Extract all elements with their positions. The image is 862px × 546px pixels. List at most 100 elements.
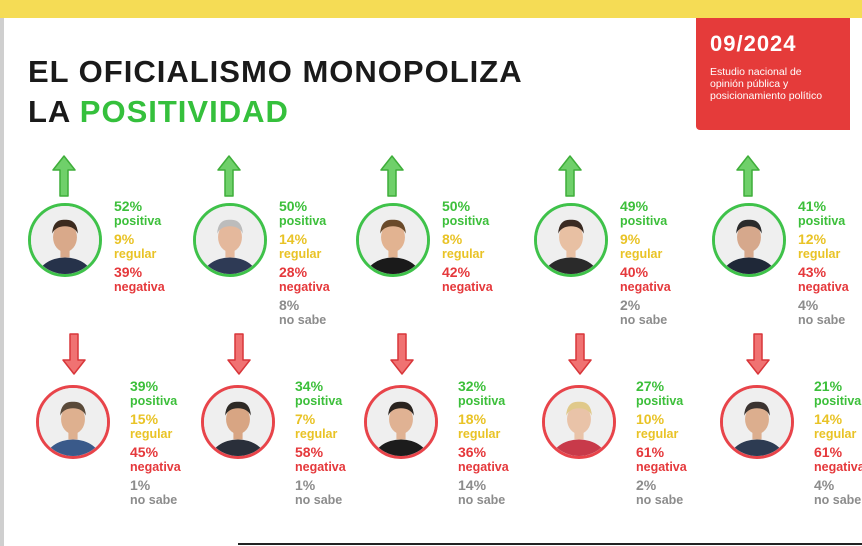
regular-percent: 8% bbox=[442, 231, 463, 247]
negative-label: negativa bbox=[442, 280, 493, 294]
politician-photo bbox=[28, 203, 102, 277]
regular-percent: 15% bbox=[130, 411, 159, 427]
positive-percent: 41% bbox=[798, 198, 827, 214]
arrow-down-icon bbox=[62, 333, 86, 375]
no-sabe-label: no sabe bbox=[814, 493, 862, 507]
positive-label: positiva bbox=[814, 394, 862, 408]
no-sabe-label: no sabe bbox=[130, 493, 178, 507]
title-line-1: EL OFICIALISMO MONOPOLIZA bbox=[28, 54, 523, 89]
positive-label: positiva bbox=[458, 394, 506, 408]
negative-percent: 61% bbox=[814, 444, 843, 460]
politician-card: 34% positiva 7% regular 58% negativa 1% no sabe bbox=[193, 333, 353, 507]
no-sabe-percent: 14% bbox=[458, 477, 487, 493]
positive-percent: 39% bbox=[130, 378, 159, 394]
regular-label: regular bbox=[442, 247, 485, 261]
negative-label: negativa bbox=[636, 460, 687, 474]
negative-label: negativa bbox=[798, 280, 849, 294]
negative-percent: 28% bbox=[279, 264, 308, 280]
arrow-up-icon bbox=[558, 155, 582, 197]
no-sabe-percent: 2% bbox=[636, 477, 657, 493]
regular-label: regular bbox=[295, 427, 338, 441]
negative-label: negativa bbox=[295, 460, 346, 474]
rating-stats: 52% positiva 9% regular 39% negativa bbox=[114, 199, 165, 298]
regular-percent: 14% bbox=[279, 231, 308, 247]
positive-label: positiva bbox=[620, 214, 668, 228]
no-sabe-label: no sabe bbox=[279, 313, 327, 327]
no-sabe-percent: 2% bbox=[620, 297, 641, 313]
positive-label: positiva bbox=[295, 394, 343, 408]
negative-percent: 45% bbox=[130, 444, 159, 460]
arrow-up-icon bbox=[380, 155, 404, 197]
regular-label: regular bbox=[458, 427, 501, 441]
no-sabe-percent: 4% bbox=[798, 297, 819, 313]
negative-percent: 61% bbox=[636, 444, 665, 460]
negative-percent: 58% bbox=[295, 444, 324, 460]
negative-label: negativa bbox=[814, 460, 862, 474]
regular-label: regular bbox=[798, 247, 841, 261]
rating-stats: 21% positiva 14% regular 61% negativa 4% no sab… bbox=[814, 379, 862, 511]
negative-percent: 40% bbox=[620, 264, 649, 280]
politician-card: 39% positiva 15% regular 45% negativa 1% no sab… bbox=[28, 333, 188, 507]
no-sabe-label: no sabe bbox=[798, 313, 846, 327]
regular-label: regular bbox=[620, 247, 663, 261]
no-sabe-label: no sabe bbox=[458, 493, 506, 507]
regular-label: regular bbox=[814, 427, 857, 441]
positive-percent: 34% bbox=[295, 378, 324, 394]
rating-stats: 49% positiva 9% regular 40% negativa 2% no sabe bbox=[620, 199, 671, 331]
arrow-down-icon bbox=[390, 333, 414, 375]
politician-photo bbox=[364, 385, 438, 459]
politician-card: 21% positiva 14% regular 61% negativa 4% no sab… bbox=[712, 333, 862, 507]
politician-card: 27% positiva 10% regular 61% negativa 2% no sab… bbox=[534, 333, 694, 507]
rating-stats: 32% positiva 18% regular 36% negativa 14% no sa… bbox=[458, 379, 509, 511]
negative-label: negativa bbox=[620, 280, 671, 294]
left-edge bbox=[0, 18, 4, 546]
positive-label: positiva bbox=[114, 214, 162, 228]
arrow-up-icon bbox=[217, 155, 241, 197]
badge-date: 09/2024 bbox=[710, 31, 797, 56]
positive-label: positiva bbox=[130, 394, 178, 408]
regular-label: regular bbox=[636, 427, 679, 441]
negative-label: negativa bbox=[114, 280, 165, 294]
title-line-2: LA POSITIVIDAD bbox=[28, 92, 523, 132]
positive-label: positiva bbox=[279, 214, 327, 228]
politician-card: 41% positiva 12% regular 43% negativa 4% no sab… bbox=[712, 155, 862, 327]
bottom-rule bbox=[238, 543, 862, 545]
politician-photo bbox=[720, 385, 794, 459]
positive-label: positiva bbox=[442, 214, 490, 228]
positive-percent: 27% bbox=[636, 378, 665, 394]
arrow-down-icon bbox=[227, 333, 251, 375]
no-sabe-label: no sabe bbox=[620, 313, 668, 327]
no-sabe-percent: 8% bbox=[279, 297, 300, 313]
politician-card: 50% positiva 8% regular 42% negativa bbox=[356, 155, 516, 325]
negative-percent: 43% bbox=[798, 264, 827, 280]
regular-percent: 9% bbox=[620, 231, 641, 247]
date-badge: 09/2024 Estudio nacional de opinión públ… bbox=[696, 18, 850, 130]
positive-label: positiva bbox=[636, 394, 684, 408]
politician-photo bbox=[356, 203, 430, 277]
no-sabe-percent: 1% bbox=[130, 477, 151, 493]
arrow-down-icon bbox=[568, 333, 592, 375]
regular-label: regular bbox=[114, 247, 157, 261]
negative-percent: 42% bbox=[442, 264, 471, 280]
politician-photo bbox=[201, 385, 275, 459]
positive-percent: 50% bbox=[279, 198, 308, 214]
positive-percent: 52% bbox=[114, 198, 143, 214]
rating-stats: 50% positiva 14% regular 28% negativa 8% no sab… bbox=[279, 199, 330, 331]
page-title: EL OFICIALISMO MONOPOLIZA LA POSITIVIDAD bbox=[28, 52, 523, 132]
politician-photo bbox=[542, 385, 616, 459]
politician-card: 52% positiva 9% regular 39% negativa bbox=[28, 155, 188, 325]
politician-photo bbox=[193, 203, 267, 277]
negative-label: negativa bbox=[458, 460, 509, 474]
arrow-down-icon bbox=[746, 333, 770, 375]
regular-label: regular bbox=[279, 247, 322, 261]
arrow-up-icon bbox=[736, 155, 760, 197]
rating-stats: 34% positiva 7% regular 58% negativa 1% no sabe bbox=[295, 379, 346, 511]
politician-card: 49% positiva 9% regular 40% negativa 2% no sabe bbox=[534, 155, 694, 327]
regular-percent: 12% bbox=[798, 231, 827, 247]
negative-label: negativa bbox=[279, 280, 330, 294]
regular-percent: 14% bbox=[814, 411, 843, 427]
politician-card: 50% positiva 14% regular 28% negativa 8% no sab… bbox=[193, 155, 353, 327]
title-accent: POSITIVIDAD bbox=[79, 94, 289, 129]
rating-stats: 27% positiva 10% regular 61% negativa 2% no sab… bbox=[636, 379, 687, 511]
regular-percent: 9% bbox=[114, 231, 135, 247]
